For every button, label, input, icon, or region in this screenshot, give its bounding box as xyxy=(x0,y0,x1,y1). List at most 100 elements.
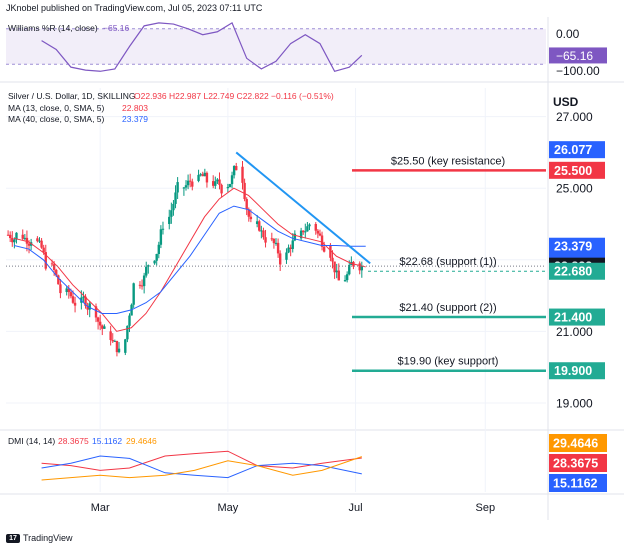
candle-body xyxy=(140,285,144,287)
candle-body xyxy=(113,340,117,342)
candle-body xyxy=(214,181,217,186)
candle-body xyxy=(38,240,41,242)
candle-body xyxy=(174,192,177,204)
candle-body xyxy=(345,274,349,281)
dmi-price-tag xyxy=(549,474,607,492)
dmi-plus_di-line xyxy=(41,450,362,471)
candle-body xyxy=(320,235,324,247)
candle-body xyxy=(289,247,292,249)
candle-body xyxy=(203,172,207,177)
tradingview-brand[interactable]: TradingView xyxy=(23,533,73,543)
candle-body xyxy=(142,275,146,287)
price-tag xyxy=(549,362,605,380)
williams-price-tag-text: −65.16 xyxy=(556,49,593,63)
williams-tick-label: 0.00 xyxy=(556,27,580,41)
candle-body xyxy=(153,260,156,264)
williams-r-label: Williams %R (14, close) xyxy=(8,23,98,33)
level-label: $25.50 (key resistance) xyxy=(391,155,505,167)
candle-body xyxy=(348,265,351,275)
dmi-label: DMI (14, 14) xyxy=(8,436,55,446)
candle-body xyxy=(42,247,45,253)
candle-body xyxy=(205,172,209,183)
candle-body xyxy=(262,230,265,238)
candle-body xyxy=(322,246,326,252)
dmi-price-tag-text: 28.3675 xyxy=(553,457,598,471)
dmi-value: 15.1162 xyxy=(92,436,122,446)
candle-body xyxy=(182,187,186,189)
candle-body xyxy=(57,275,60,285)
candle-body xyxy=(299,230,303,239)
candle-body xyxy=(82,296,85,298)
candle-body xyxy=(360,265,364,271)
ohlc-values: O22.936 H22.987 L22.749 C22.822 −0.116 (… xyxy=(134,91,334,101)
candle-body xyxy=(124,339,127,353)
candle-body xyxy=(172,203,175,211)
x-tick-label: Jul xyxy=(349,502,363,514)
candle-body xyxy=(230,175,234,185)
candle-body xyxy=(98,321,102,326)
price-tag xyxy=(549,262,605,280)
candle-body xyxy=(228,184,232,188)
candle-body xyxy=(218,179,221,185)
price-tick-label: 19.000 xyxy=(556,396,593,410)
candle-body xyxy=(161,228,165,230)
price-tag xyxy=(549,141,605,159)
candle-body xyxy=(212,181,215,186)
ma13-value: 22.803 xyxy=(122,103,148,113)
candle-body xyxy=(278,253,282,265)
dmi-value: 28.3675 xyxy=(58,436,89,446)
price-tag xyxy=(549,237,605,255)
candle-body xyxy=(188,180,192,182)
candle-body xyxy=(176,182,179,193)
level-label: $21.40 (support (2)) xyxy=(399,302,496,314)
dmi-price-tag-text: 15.1162 xyxy=(553,477,598,491)
candle-body xyxy=(168,216,171,224)
candle-body xyxy=(23,237,27,239)
candle-body xyxy=(260,230,263,232)
ma40-label: MA (40, close, 0, SMA, 5) xyxy=(8,114,105,124)
candle-body xyxy=(270,238,274,240)
price-tick-label: 27.000 xyxy=(556,110,593,124)
candle-body xyxy=(65,288,68,292)
price-tick-label: 21.000 xyxy=(556,325,593,339)
candle-body xyxy=(55,269,58,276)
candle-body xyxy=(88,303,91,310)
candle-body xyxy=(50,263,54,265)
candle-body xyxy=(96,317,100,322)
candle-body xyxy=(84,296,87,306)
candle-body xyxy=(232,165,236,176)
candle-body xyxy=(337,270,340,281)
candle-body xyxy=(264,237,267,243)
candle-body xyxy=(132,283,135,305)
price-tag-text: 23.379 xyxy=(554,240,592,254)
symbol-title: Silver / U.S. Dollar, 1D, SKILLING xyxy=(8,91,136,101)
williams-band xyxy=(6,28,546,65)
dmi-price-tag xyxy=(549,434,607,452)
price-tag xyxy=(549,161,605,179)
williams-tick-label: −100.00 xyxy=(556,64,600,78)
candle-body xyxy=(25,237,29,244)
candle-body xyxy=(170,210,173,217)
candle-body xyxy=(86,305,89,310)
candle-body xyxy=(247,209,250,217)
candle-body xyxy=(69,292,73,297)
candle-body xyxy=(272,238,276,244)
candle-body xyxy=(274,242,278,244)
candle-body xyxy=(199,174,202,176)
candle-body xyxy=(226,187,230,189)
candle-body xyxy=(71,296,75,303)
candle-body xyxy=(197,174,200,182)
candle-body xyxy=(331,257,334,262)
candle-body xyxy=(186,180,190,186)
candle-body xyxy=(201,174,204,177)
williams-r-line xyxy=(41,22,363,72)
currency-label: USD xyxy=(553,95,579,109)
candle-body xyxy=(258,221,261,231)
candle-body xyxy=(52,264,56,270)
candle-body xyxy=(21,234,24,239)
candle-body xyxy=(302,230,305,233)
price-tag-text: 26.077 xyxy=(554,143,592,157)
candle-body xyxy=(117,348,121,353)
candle-body xyxy=(126,325,129,340)
